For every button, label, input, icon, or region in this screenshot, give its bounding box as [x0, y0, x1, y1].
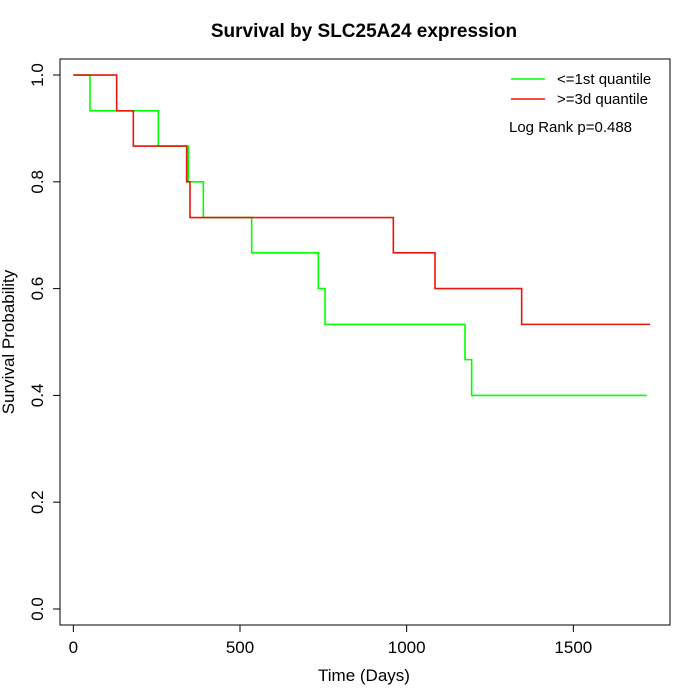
x-tick-label: 1500 [554, 638, 592, 657]
y-tick-label: 1.0 [28, 63, 47, 87]
y-tick-label: 0.6 [28, 277, 47, 301]
series-layer [73, 74, 650, 397]
survival-curve-1 [73, 74, 647, 397]
legend-label: <=1st quantile [557, 71, 651, 88]
y-axis-label: Survival Probability [0, 269, 18, 414]
legend-label: >=3d quantile [557, 91, 648, 108]
plot-frame [59, 58, 671, 626]
chart-title: Survival by SLC25A24 expression [211, 21, 517, 42]
y-tick-label: 0.8 [28, 170, 47, 194]
x-tick-label: 1000 [388, 638, 426, 657]
axis-ticks: 0 500 1000 1500 0.0 0.2 0.4 0.6 0.8 1.0 [28, 63, 592, 657]
y-tick-label: 0.2 [28, 490, 47, 514]
x-tick-label: 0 [69, 638, 78, 657]
y-tick-label: 0.0 [28, 597, 47, 621]
x-tick-label: 500 [226, 638, 254, 657]
y-tick-label: 0.4 [28, 384, 47, 408]
legend: <=1st quantile >=3d quantile [511, 71, 651, 108]
x-axis-label: Time (Days) [318, 666, 410, 685]
log-rank-annotation: Log Rank p=0.488 [509, 119, 632, 136]
survival-curve-2 [73, 74, 650, 326]
